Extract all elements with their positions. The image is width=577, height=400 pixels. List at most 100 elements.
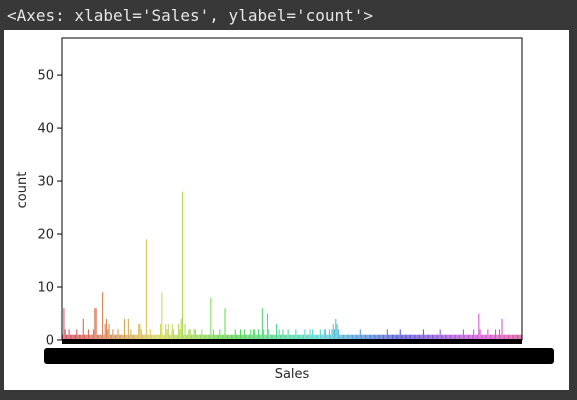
bar xyxy=(474,334,476,340)
bar xyxy=(483,334,485,340)
bar xyxy=(233,334,235,340)
bar xyxy=(144,334,146,340)
bar xyxy=(139,324,141,340)
bar xyxy=(224,308,226,340)
bar xyxy=(394,334,396,340)
bar xyxy=(353,334,355,340)
bar xyxy=(243,329,245,340)
bar xyxy=(188,329,190,340)
bar xyxy=(410,334,412,340)
bar xyxy=(442,334,444,340)
bar xyxy=(412,334,414,340)
bar xyxy=(380,334,382,340)
bar xyxy=(257,329,260,340)
bar xyxy=(491,334,493,340)
bar xyxy=(174,334,176,340)
bar xyxy=(183,334,185,340)
bar xyxy=(461,334,463,340)
bar xyxy=(513,334,515,340)
bar xyxy=(382,334,384,340)
bar xyxy=(431,334,433,340)
y-tick-label: 20 xyxy=(37,228,54,243)
bar xyxy=(234,329,236,340)
bar xyxy=(424,334,426,340)
bar xyxy=(98,334,100,340)
bar xyxy=(175,334,177,340)
bar xyxy=(303,334,305,340)
bar xyxy=(345,334,347,340)
bar xyxy=(112,329,114,340)
bar xyxy=(332,324,334,340)
bar xyxy=(300,334,302,340)
bar xyxy=(428,334,430,340)
bar xyxy=(283,334,285,340)
bar xyxy=(100,334,102,340)
bar xyxy=(415,334,417,340)
bar xyxy=(192,334,194,340)
bar xyxy=(69,334,71,340)
bar xyxy=(344,334,346,340)
bar xyxy=(242,334,244,340)
bar xyxy=(385,334,387,340)
y-axis-label: count xyxy=(15,172,30,209)
bar xyxy=(248,334,250,340)
bar xyxy=(502,334,504,340)
bar xyxy=(448,334,450,340)
bar xyxy=(335,318,337,340)
bar xyxy=(456,334,458,340)
bar xyxy=(154,334,156,340)
bar xyxy=(381,334,383,340)
bar xyxy=(210,297,212,340)
bar xyxy=(171,324,173,340)
x-tick-labels-overlap xyxy=(44,348,554,364)
bar xyxy=(292,334,294,340)
bar xyxy=(85,334,87,340)
bar xyxy=(272,334,274,340)
bar xyxy=(278,329,280,340)
bar xyxy=(241,334,243,340)
bar xyxy=(273,334,275,340)
bar xyxy=(142,334,144,340)
bars-group xyxy=(62,191,522,340)
y-tick-label: 40 xyxy=(37,122,54,137)
bar xyxy=(67,334,69,340)
bar xyxy=(370,334,372,340)
bar xyxy=(295,329,297,340)
bar xyxy=(324,329,327,340)
bar xyxy=(279,334,281,340)
bar xyxy=(453,334,455,340)
bar xyxy=(505,334,507,340)
bar xyxy=(140,329,142,340)
bar xyxy=(187,334,189,340)
bar xyxy=(334,329,336,340)
bar xyxy=(301,334,303,340)
bar xyxy=(477,334,479,340)
bar xyxy=(430,334,432,340)
bar xyxy=(388,334,390,340)
bar xyxy=(519,334,521,340)
bar xyxy=(219,329,221,340)
bar xyxy=(184,324,186,340)
bar xyxy=(261,308,263,340)
bar xyxy=(511,334,513,340)
bar xyxy=(77,334,79,340)
bar xyxy=(515,334,517,340)
bar xyxy=(209,334,211,340)
output-repr-text: <Axes: xlabel='Sales', ylabel='count'> xyxy=(7,6,374,25)
bar xyxy=(180,318,182,340)
bar xyxy=(121,334,123,340)
bar xyxy=(130,329,132,340)
bar xyxy=(480,334,482,340)
bar xyxy=(309,329,311,340)
bar xyxy=(429,334,431,340)
bar xyxy=(435,334,437,340)
bar xyxy=(294,334,296,340)
bar xyxy=(157,334,159,340)
x-tick-labels xyxy=(44,339,554,364)
bar xyxy=(506,334,508,340)
bar xyxy=(114,334,116,340)
y-tick-label: 10 xyxy=(37,281,54,296)
bar xyxy=(71,334,73,340)
bar xyxy=(68,329,70,340)
bar xyxy=(498,329,500,340)
